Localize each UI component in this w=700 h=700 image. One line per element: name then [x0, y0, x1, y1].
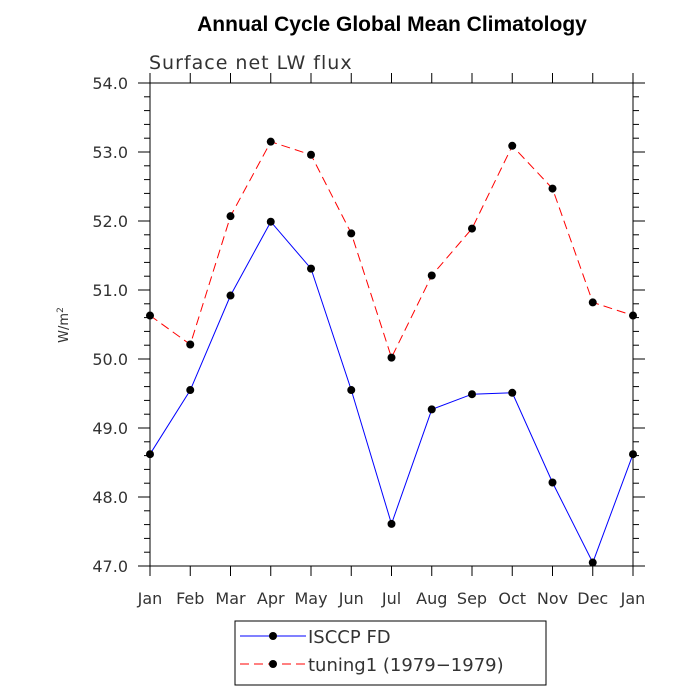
- data-point: [468, 390, 476, 399]
- data-point: [186, 386, 195, 395]
- y-axis-label-superscript: 2: [56, 307, 66, 313]
- data-point: [468, 224, 476, 233]
- x-tick-label: Nov: [537, 589, 568, 608]
- legend-label: ISCCP FD: [308, 627, 391, 648]
- y-axis-label: W/m2: [56, 307, 72, 343]
- x-tick-label: Jul: [381, 589, 401, 608]
- data-point: [548, 184, 557, 193]
- data-point: [629, 311, 637, 320]
- plot-frame: [149, 82, 634, 567]
- y-tick-label: 49.0: [92, 419, 128, 438]
- data-point: [629, 450, 637, 459]
- series-line: [149, 141, 634, 359]
- data-point: [307, 150, 315, 159]
- legend-marker: [269, 660, 277, 668]
- y-tick-label: 50.0: [92, 350, 128, 369]
- plot-border: [149, 82, 634, 567]
- data-point: [427, 405, 436, 414]
- y-tick-label: 47.0: [92, 557, 128, 576]
- legend-label: tuning1 (1979−1979): [308, 655, 504, 676]
- legend-box: [234, 620, 547, 686]
- data-point: [588, 298, 597, 307]
- x-tick-label: Apr: [257, 589, 285, 608]
- data-point: [508, 388, 517, 397]
- y-tick-label: 54.0: [92, 74, 128, 93]
- y-axis-label-text: W/m: [57, 313, 72, 343]
- x-tick-label: Jun: [338, 589, 364, 608]
- data-point: [347, 386, 356, 395]
- data-point: [508, 141, 517, 150]
- data-point: [588, 558, 597, 567]
- data-point: [307, 264, 315, 273]
- data-point: [427, 271, 436, 280]
- series-0: [146, 217, 637, 567]
- series-line: [149, 220, 634, 564]
- x-tick-label: Dec: [577, 589, 608, 608]
- legend: ISCCP FD tuning1 (1979−1979): [234, 620, 547, 686]
- x-tick-label: May: [294, 589, 327, 608]
- x-axis: Jan Feb Mar Apr May Jun Jul Aug Sep Oct Nov Dec Jan: [137, 73, 646, 608]
- data-point: [186, 340, 195, 349]
- legend-marker: [269, 632, 277, 640]
- chart-subtitle: Surface net LW flux: [149, 52, 353, 74]
- data-point: [387, 519, 396, 528]
- series-layer: [146, 137, 637, 567]
- data-point: [548, 478, 557, 487]
- data-point: [146, 450, 154, 459]
- data-point: [266, 137, 275, 146]
- data-point: [146, 311, 154, 320]
- x-tick-label: Sep: [457, 589, 487, 608]
- data-point: [387, 353, 396, 362]
- x-tick-label: Jan: [620, 589, 646, 608]
- chart-title: Annual Cycle Global Mean Climatology: [197, 13, 587, 36]
- data-point: [347, 229, 356, 238]
- data-point: [266, 217, 275, 226]
- x-tick-label: Jan: [137, 589, 163, 608]
- y-tick-label: 48.0: [92, 488, 128, 507]
- y-tick-label: 51.0: [92, 281, 128, 300]
- x-tick-label: Mar: [215, 589, 246, 608]
- x-tick-label: Feb: [176, 589, 204, 608]
- x-tick-label: Oct: [498, 589, 526, 608]
- x-tick-label: Aug: [416, 589, 447, 608]
- series-1: [146, 137, 637, 362]
- data-point: [226, 291, 235, 300]
- y-tick-label: 52.0: [92, 212, 128, 231]
- y-axis: 47.0 48.0 49.0 50.0 51.0 52.0 53.0 54.0: [92, 74, 645, 576]
- data-point: [226, 212, 235, 221]
- y-tick-label: 53.0: [92, 143, 128, 162]
